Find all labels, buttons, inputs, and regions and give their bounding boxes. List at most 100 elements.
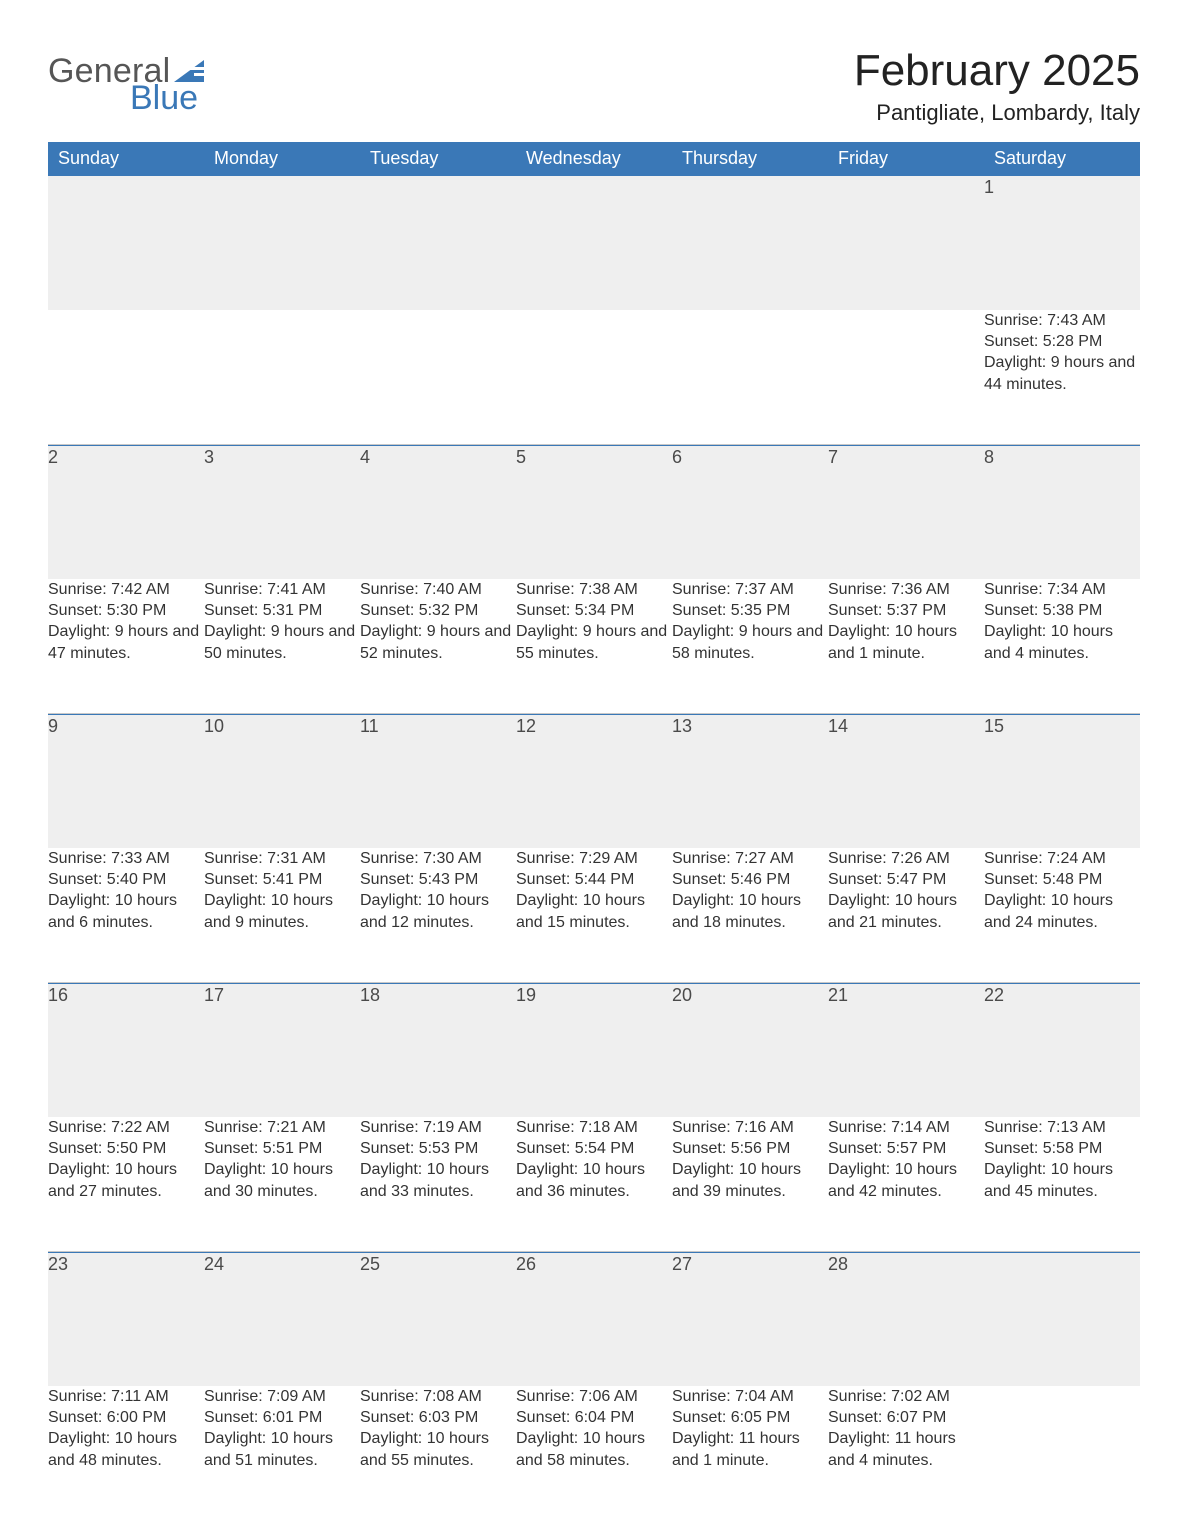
sunrise-text: Sunrise: 7:34 AM [984,579,1140,600]
daylight-text: Daylight: 9 hours and 47 minutes. [48,621,204,663]
sunset-text: Sunset: 5:40 PM [48,869,204,890]
daylight-text: Daylight: 10 hours and 6 minutes. [48,890,204,932]
day-content-row: Sunrise: 7:22 AMSunset: 5:50 PMDaylight:… [48,1117,1140,1251]
day-content-cell: Sunrise: 7:33 AMSunset: 5:40 PMDaylight:… [48,848,204,982]
sunrise-text: Sunrise: 7:19 AM [360,1117,516,1138]
day-number-cell: 7 [828,445,984,579]
daylight-text: Daylight: 10 hours and 21 minutes. [828,890,984,932]
sunrise-text: Sunrise: 7:14 AM [828,1117,984,1138]
day-number-cell: 8 [984,445,1140,579]
daylight-text: Daylight: 10 hours and 48 minutes. [48,1428,204,1470]
brand-word-2: Blue [130,84,198,113]
sunrise-text: Sunrise: 7:37 AM [672,579,828,600]
day-header: Saturday [984,142,1140,176]
day-header-row: Sunday Monday Tuesday Wednesday Thursday… [48,142,1140,176]
day-content-row: Sunrise: 7:11 AMSunset: 6:00 PMDaylight:… [48,1386,1140,1520]
day-number-cell [672,176,828,310]
sunrise-text: Sunrise: 7:13 AM [984,1117,1140,1138]
sunrise-text: Sunrise: 7:38 AM [516,579,672,600]
day-content-cell: Sunrise: 7:36 AMSunset: 5:37 PMDaylight:… [828,579,984,713]
day-content-cell [360,310,516,444]
day-number-cell: 11 [360,714,516,848]
daylight-text: Daylight: 10 hours and 36 minutes. [516,1159,672,1201]
day-number-cell [984,1252,1140,1386]
sunset-text: Sunset: 5:57 PM [828,1138,984,1159]
daylight-text: Daylight: 10 hours and 4 minutes. [984,621,1140,663]
day-content-cell: Sunrise: 7:22 AMSunset: 5:50 PMDaylight:… [48,1117,204,1251]
day-number-cell: 14 [828,714,984,848]
day-content-cell: Sunrise: 7:27 AMSunset: 5:46 PMDaylight:… [672,848,828,982]
day-number-row: 2345678 [48,445,1140,579]
day-number-cell: 15 [984,714,1140,848]
day-number-cell [204,176,360,310]
day-number-cell: 24 [204,1252,360,1386]
daylight-text: Daylight: 9 hours and 50 minutes. [204,621,360,663]
day-number-cell: 3 [204,445,360,579]
day-content-cell: Sunrise: 7:26 AMSunset: 5:47 PMDaylight:… [828,848,984,982]
header-block: General Blue February 2025 Pantigliate, … [48,48,1140,126]
sunset-text: Sunset: 6:00 PM [48,1407,204,1428]
day-number-cell: 20 [672,983,828,1117]
day-number-cell [48,176,204,310]
day-number-cell: 25 [360,1252,516,1386]
sunset-text: Sunset: 6:05 PM [672,1407,828,1428]
sunset-text: Sunset: 5:38 PM [984,600,1140,621]
sunrise-text: Sunrise: 7:33 AM [48,848,204,869]
day-number-cell: 16 [48,983,204,1117]
daylight-text: Daylight: 10 hours and 55 minutes. [360,1428,516,1470]
sunset-text: Sunset: 5:43 PM [360,869,516,890]
daylight-text: Daylight: 9 hours and 55 minutes. [516,621,672,663]
day-number-cell: 6 [672,445,828,579]
sunrise-text: Sunrise: 7:22 AM [48,1117,204,1138]
day-content-cell: Sunrise: 7:43 AMSunset: 5:28 PMDaylight:… [984,310,1140,444]
sunset-text: Sunset: 5:28 PM [984,331,1140,352]
sunrise-text: Sunrise: 7:21 AM [204,1117,360,1138]
day-content-cell [48,310,204,444]
day-content-row: Sunrise: 7:33 AMSunset: 5:40 PMDaylight:… [48,848,1140,982]
day-content-cell: Sunrise: 7:21 AMSunset: 5:51 PMDaylight:… [204,1117,360,1251]
day-content-cell: Sunrise: 7:11 AMSunset: 6:00 PMDaylight:… [48,1386,204,1520]
sunset-text: Sunset: 5:58 PM [984,1138,1140,1159]
day-header: Monday [204,142,360,176]
day-content-cell: Sunrise: 7:18 AMSunset: 5:54 PMDaylight:… [516,1117,672,1251]
sunrise-text: Sunrise: 7:26 AM [828,848,984,869]
day-content-cell [672,310,828,444]
day-header: Friday [828,142,984,176]
day-header: Sunday [48,142,204,176]
sunrise-text: Sunrise: 7:42 AM [48,579,204,600]
day-header: Thursday [672,142,828,176]
daylight-text: Daylight: 10 hours and 1 minute. [828,621,984,663]
daylight-text: Daylight: 10 hours and 33 minutes. [360,1159,516,1201]
daylight-text: Daylight: 10 hours and 18 minutes. [672,890,828,932]
sunrise-text: Sunrise: 7:30 AM [360,848,516,869]
day-number-cell: 12 [516,714,672,848]
daylight-text: Daylight: 10 hours and 42 minutes. [828,1159,984,1201]
day-number-cell: 19 [516,983,672,1117]
day-number-cell: 17 [204,983,360,1117]
day-content-cell: Sunrise: 7:08 AMSunset: 6:03 PMDaylight:… [360,1386,516,1520]
sunset-text: Sunset: 6:07 PM [828,1407,984,1428]
sunrise-text: Sunrise: 7:24 AM [984,848,1140,869]
page-title: February 2025 [854,48,1140,94]
day-number-row: 16171819202122 [48,983,1140,1117]
sunrise-text: Sunrise: 7:40 AM [360,579,516,600]
daylight-text: Daylight: 10 hours and 30 minutes. [204,1159,360,1201]
day-content-cell: Sunrise: 7:29 AMSunset: 5:44 PMDaylight:… [516,848,672,982]
day-content-cell: Sunrise: 7:04 AMSunset: 6:05 PMDaylight:… [672,1386,828,1520]
day-content-cell: Sunrise: 7:31 AMSunset: 5:41 PMDaylight:… [204,848,360,982]
day-number-cell: 4 [360,445,516,579]
day-number-cell [516,176,672,310]
day-content-cell [204,310,360,444]
day-number-cell: 26 [516,1252,672,1386]
sunset-text: Sunset: 5:56 PM [672,1138,828,1159]
daylight-text: Daylight: 10 hours and 51 minutes. [204,1428,360,1470]
day-number-row: 232425262728 [48,1252,1140,1386]
day-content-row: Sunrise: 7:43 AMSunset: 5:28 PMDaylight:… [48,310,1140,444]
sunrise-text: Sunrise: 7:06 AM [516,1386,672,1407]
day-number-cell: 9 [48,714,204,848]
daylight-text: Daylight: 10 hours and 45 minutes. [984,1159,1140,1201]
day-content-cell: Sunrise: 7:06 AMSunset: 6:04 PMDaylight:… [516,1386,672,1520]
daylight-text: Daylight: 10 hours and 27 minutes. [48,1159,204,1201]
day-content-cell: Sunrise: 7:41 AMSunset: 5:31 PMDaylight:… [204,579,360,713]
sunrise-text: Sunrise: 7:36 AM [828,579,984,600]
